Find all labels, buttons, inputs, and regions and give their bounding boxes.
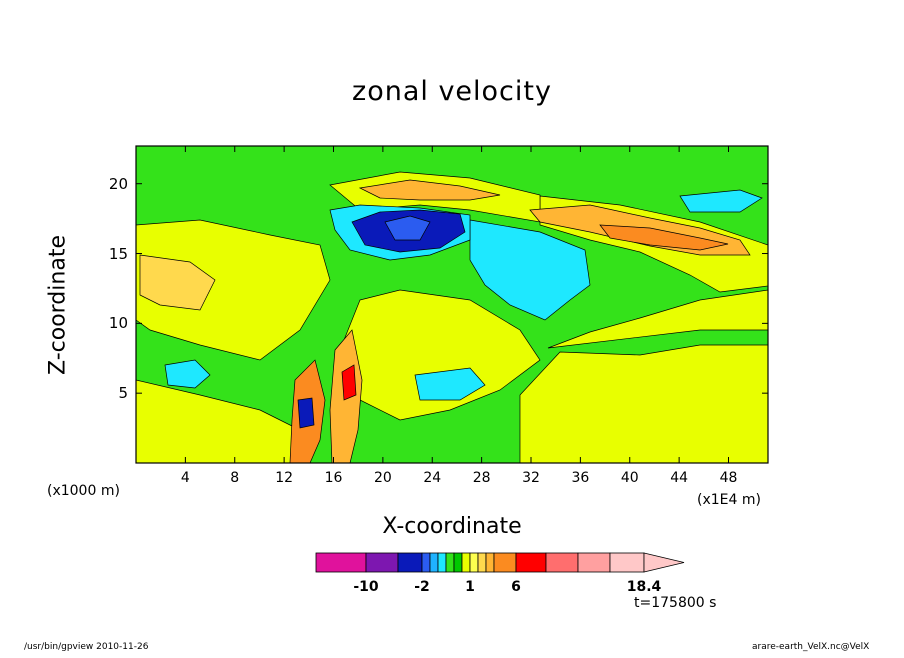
x-tick-label: 24	[423, 470, 442, 486]
region-negative-weak-cyan	[469, 219, 591, 321]
colorbar-segment	[429, 552, 439, 573]
time-label: t=175800 s	[634, 595, 717, 611]
region-negative-cyan-left	[164, 359, 211, 389]
x-tick-label: 32	[522, 470, 540, 486]
colorbar-segment	[397, 552, 423, 573]
x-tick-label: 48	[719, 470, 738, 486]
colorbar-tick-label: -10	[353, 579, 379, 595]
colorbar-segment	[453, 552, 463, 573]
region-weak-positive-mid-right	[547, 289, 769, 349]
x-unit-label: (x1E4 m)	[697, 492, 761, 508]
colorbar-segment	[477, 552, 487, 573]
y-axis-label: Z-coordinate	[45, 235, 71, 375]
y-tick-label: 20	[108, 174, 128, 193]
region-positive-top-orange	[358, 179, 501, 201]
colorbar-segment	[421, 552, 431, 573]
colorbar-segment	[493, 552, 517, 573]
region-negative-core-inner	[384, 215, 431, 241]
region-convection-red	[341, 364, 357, 401]
y-tick-label: 5	[118, 384, 128, 403]
colorbar-segment	[445, 552, 455, 573]
x-tick-label: 16	[324, 470, 343, 486]
colorbar-tick-label: -2	[414, 579, 430, 595]
x-tick-label: 40	[620, 470, 639, 486]
colorbar-segment	[515, 552, 547, 573]
footer-left: /usr/bin/gpview 2010-11-26	[24, 642, 149, 652]
x-tick-label: 4	[180, 470, 190, 486]
y-tick-label: 15	[108, 244, 128, 263]
y-unit-label: (x1000 m)	[47, 483, 120, 499]
colorbar-segment	[365, 552, 399, 573]
colorbar-segment	[315, 552, 367, 573]
colorbar-segment	[461, 552, 471, 573]
x-tick-label: 12	[275, 470, 294, 486]
colorbar-segment	[609, 552, 645, 573]
y-tick-label: 10	[108, 314, 128, 333]
region-weak-positive-lower-right	[519, 344, 769, 464]
footer-right: arare-earth_VelX.nc@VelX	[752, 642, 870, 652]
x-tick-label: 44	[670, 470, 689, 486]
region-negative-cyan-lower	[414, 367, 486, 401]
plot-frame	[135, 145, 769, 464]
x-tick-label: 20	[373, 470, 392, 486]
x-axis-label: X-coordinate	[382, 514, 522, 539]
colorbar-segment	[485, 552, 495, 573]
x-tick-label: 36	[571, 470, 590, 486]
colorbar-tick-label: 6	[511, 579, 521, 595]
colorbar-segment	[577, 552, 611, 573]
region-negative-cyan-top-right	[679, 189, 763, 213]
region-weak-positive-left	[135, 219, 331, 361]
x-tick-label: 8	[230, 470, 240, 486]
colorbar-tick-label: 1	[465, 579, 475, 595]
colorbar-segment	[437, 552, 447, 573]
chart-title: zonal velocity	[352, 76, 552, 107]
colorbar-extend-arrow	[643, 552, 685, 573]
x-tick-label: 28	[472, 470, 491, 486]
region-positive-left-orange	[139, 254, 216, 311]
colorbar-segment	[545, 552, 579, 573]
region-jet-core-inner	[599, 224, 729, 251]
colorbar-tick-label: 18.4	[626, 579, 662, 595]
region-convection-blue	[297, 397, 315, 429]
colorbar-segment	[469, 552, 479, 573]
